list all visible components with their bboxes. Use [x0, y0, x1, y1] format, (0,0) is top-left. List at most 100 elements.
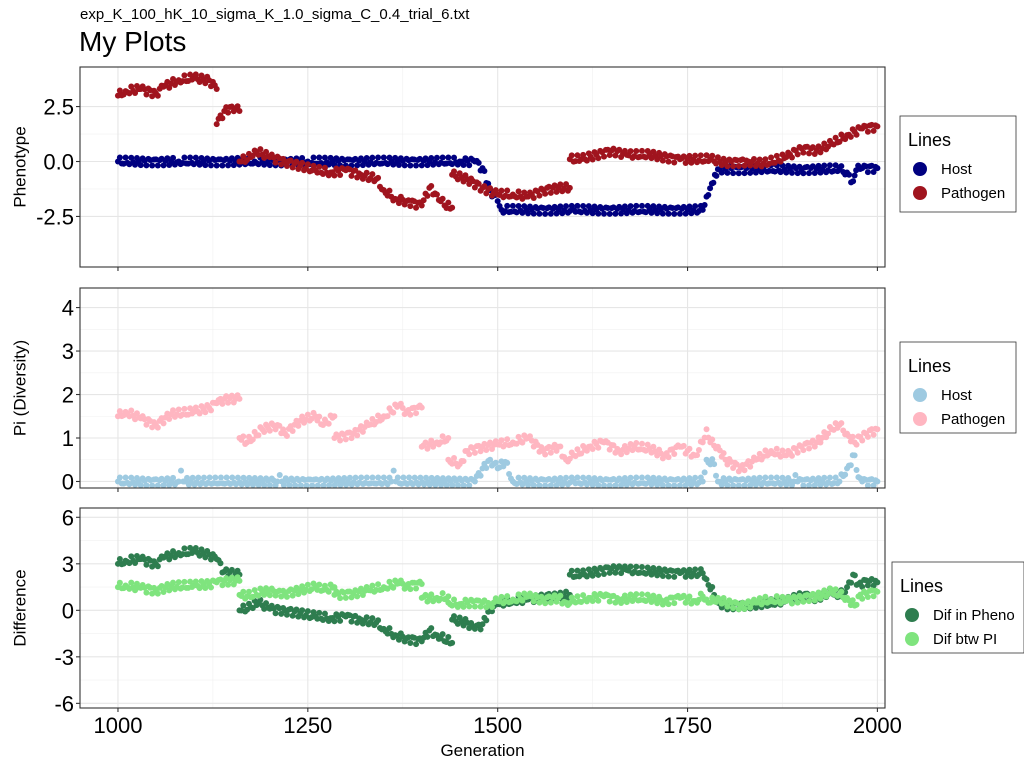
data-point [616, 146, 623, 153]
data-point [705, 191, 712, 198]
data-point [299, 583, 306, 590]
data-point [838, 163, 845, 170]
x-tick-label: 1500 [473, 713, 522, 738]
data-point [633, 591, 640, 598]
data-point [240, 433, 247, 440]
data-point [471, 603, 478, 610]
data-point [116, 87, 123, 94]
data-point [815, 475, 822, 482]
data-point [851, 452, 858, 459]
data-point [494, 198, 501, 205]
data-point [261, 428, 268, 435]
y-axis-label: Phenotype [11, 126, 30, 207]
data-point [864, 582, 871, 589]
data-point [741, 170, 748, 177]
data-point [276, 471, 283, 478]
data-point [676, 482, 683, 489]
data-point [460, 603, 467, 610]
data-point [547, 210, 554, 217]
data-point [633, 147, 640, 154]
data-point [413, 410, 420, 417]
data-point [225, 109, 232, 116]
data-point [724, 163, 731, 170]
data-point [853, 441, 860, 448]
data-point [563, 474, 570, 481]
data-point [703, 426, 710, 433]
data-point [525, 481, 532, 488]
data-point [240, 588, 247, 595]
data-point [838, 588, 845, 595]
data-point [874, 579, 881, 586]
data-point [806, 445, 813, 452]
data-point [557, 203, 564, 210]
data-point [325, 420, 332, 427]
data-point [730, 482, 737, 489]
data-point [411, 474, 418, 481]
data-point [671, 210, 678, 217]
y-tick-label: -3 [54, 645, 74, 670]
data-point [208, 162, 215, 169]
data-point [449, 482, 456, 489]
data-point [692, 203, 699, 210]
data-point [466, 162, 473, 169]
data-point [621, 592, 628, 599]
data-point [292, 482, 299, 489]
data-point [627, 563, 634, 570]
data-point [213, 85, 220, 92]
data-point [116, 474, 123, 481]
data-point [143, 91, 150, 98]
data-point [428, 625, 435, 632]
data-point [384, 413, 391, 420]
data-point [832, 162, 839, 169]
legend-label: Pathogen [941, 411, 1005, 428]
data-point [773, 152, 780, 159]
data-point [445, 199, 452, 206]
data-point [703, 152, 710, 159]
data-point [821, 474, 828, 481]
data-point [266, 162, 273, 169]
data-point [498, 437, 505, 444]
data-point [137, 162, 144, 169]
data-point [762, 474, 769, 481]
data-point [255, 482, 262, 489]
data-point [255, 432, 262, 439]
data-point [844, 584, 851, 591]
data-point [627, 203, 634, 210]
y-tick-label: 6 [62, 505, 74, 530]
data-point [504, 436, 511, 443]
data-point [487, 185, 494, 192]
data-point [686, 475, 693, 482]
data-point [563, 181, 570, 188]
data-point [245, 588, 252, 595]
data-point [187, 154, 194, 161]
data-point [724, 169, 731, 176]
data-point [671, 482, 678, 489]
data-point [439, 631, 446, 638]
data-point [504, 187, 511, 194]
data-point [618, 451, 625, 458]
data-point [399, 405, 406, 412]
data-point [449, 204, 456, 211]
data-point [460, 458, 467, 465]
data-point [806, 170, 813, 177]
data-point [806, 598, 813, 605]
data-point [874, 478, 881, 485]
data-point [692, 474, 699, 481]
data-point [320, 482, 327, 489]
data-point [331, 172, 338, 179]
data-point [606, 446, 613, 453]
data-point [680, 442, 687, 449]
data-point [788, 154, 795, 161]
data-point [375, 154, 382, 161]
data-point [228, 566, 235, 573]
data-point [272, 610, 279, 617]
data-point [504, 593, 511, 600]
data-point [206, 474, 213, 481]
data-point [304, 161, 311, 168]
data-point [483, 447, 490, 454]
data-point [316, 609, 323, 616]
data-point [665, 482, 672, 489]
data-point [557, 443, 564, 450]
data-point [358, 474, 365, 481]
